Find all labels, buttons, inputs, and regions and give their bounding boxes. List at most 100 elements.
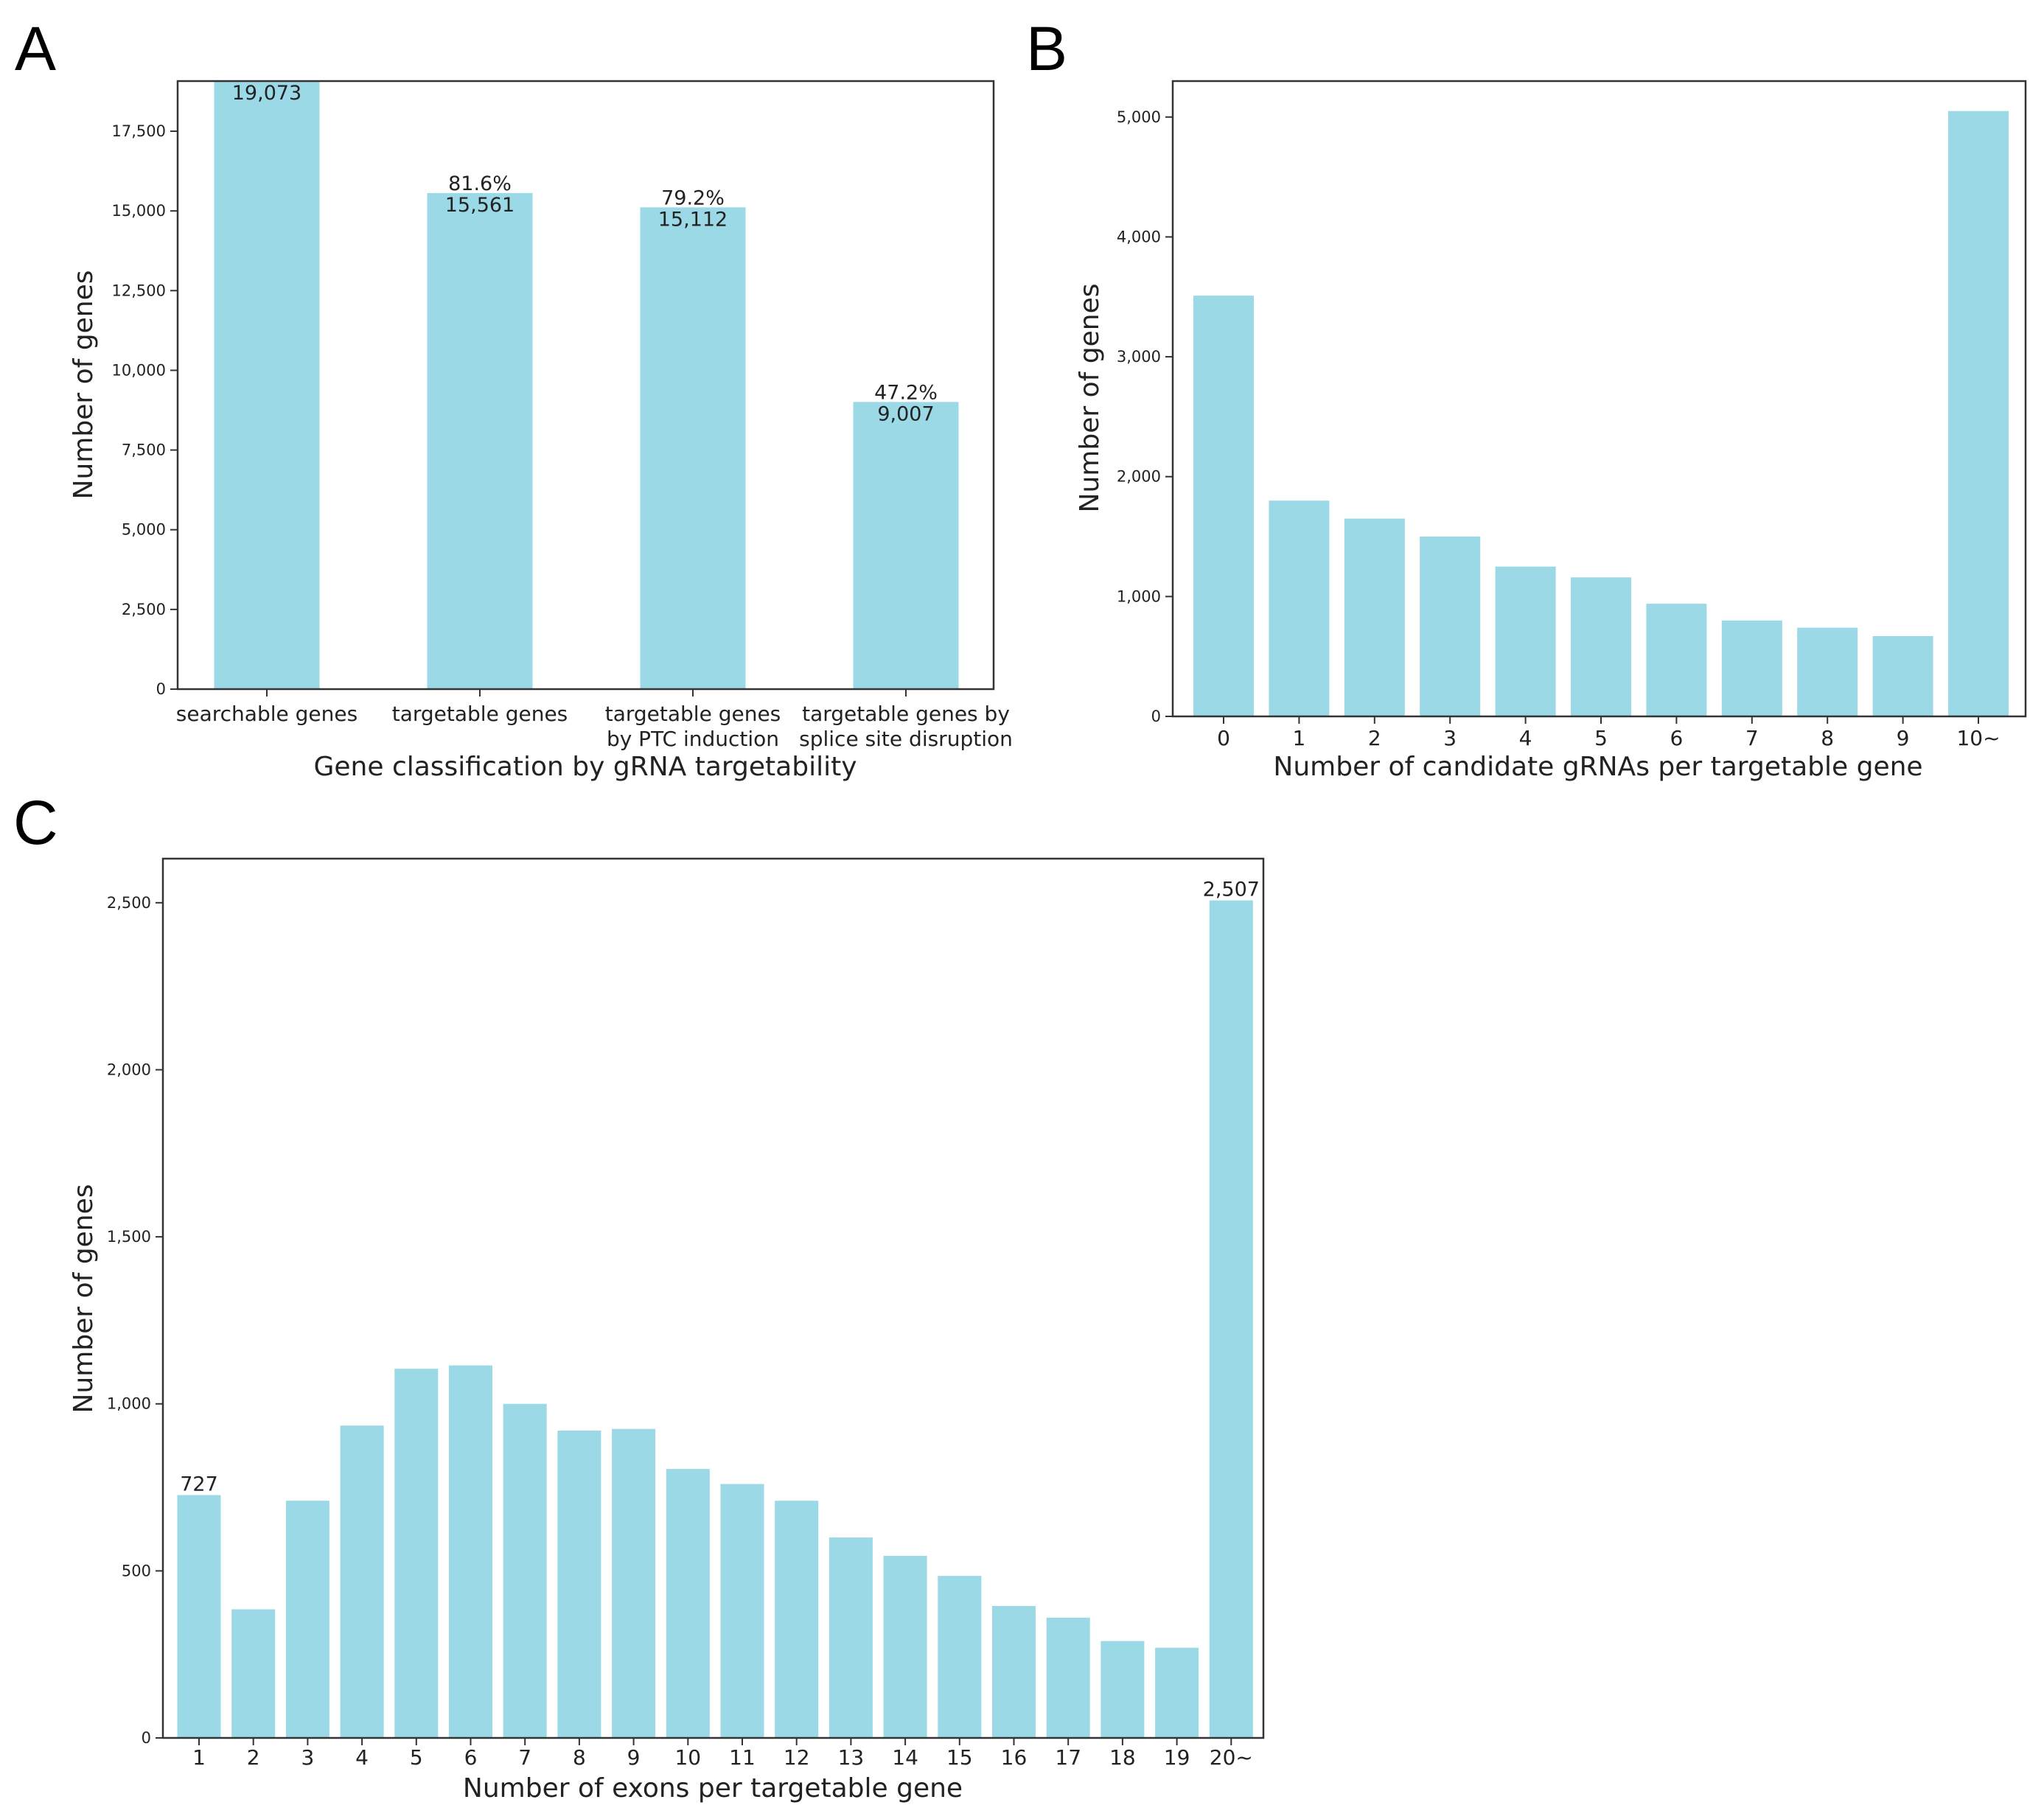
panel-c-bar [340, 1425, 384, 1738]
panel-a-plot-frame [176, 80, 995, 691]
panel-c-y-tick-label: 1,000 [107, 1395, 151, 1413]
panel-c-y-tick-label: 500 [122, 1562, 151, 1579]
panel-b-bar [1571, 577, 1631, 716]
panel-b-x-tick-label: 10~ [1956, 726, 2000, 750]
panel-a-value-label: 19,073 [232, 82, 301, 105]
panel-c-x-tick-label: 11 [729, 1745, 756, 1770]
panel-c-bar [503, 1403, 547, 1738]
panel-a-x-tick-label: targetable genes by PTC induction [605, 702, 781, 751]
panel-a-x-axis-label: Gene classification by gRNA targetabilit… [313, 752, 857, 782]
panel-c-value-label: 727 [180, 1473, 218, 1495]
panel-c-x-tick-label: 10 [674, 1745, 701, 1770]
panel-b-x-tick-label: 2 [1368, 726, 1381, 750]
panel-c-bar [666, 1469, 710, 1738]
panel-c-x-tick-label: 6 [464, 1745, 478, 1770]
panel-b-bar [1420, 537, 1481, 716]
panel-a-y-axis-label: Number of genes [69, 270, 99, 500]
panel-c-bars: 727 2,507 [177, 879, 1260, 1738]
panel-a-y-tick-label: 15,000 [112, 202, 166, 220]
panel-a-x-tick-label: targetable genes [392, 702, 568, 726]
panel-c-x-tick-label: 16 [1001, 1745, 1028, 1770]
panel-c-bar [1101, 1641, 1145, 1738]
panel-c-x-tick-label: 15 [946, 1745, 973, 1770]
panel-c-x-axis-label: Number of exons per targetable gene [463, 1773, 963, 1804]
panel-c-x-tick-label: 5 [410, 1745, 423, 1770]
panel-c-x-tick-label: 20~ [1210, 1745, 1253, 1770]
panel-c-x-axis: 1 2 3 4 5 6 7 8 9 10 11 12 13 14 15 16 17 18 19 20~ [192, 1738, 1253, 1770]
panel-a-y-tick-label: 2,500 [122, 601, 166, 618]
panel-c-y-tick-label: 2,000 [107, 1061, 151, 1078]
panel-b-bar [1495, 566, 1556, 716]
panel-b-y-tick-label: 0 [1151, 708, 1161, 725]
panel-a-bar [640, 207, 746, 689]
panel-c-x-tick-label: 1 [192, 1745, 206, 1770]
panel-c-x-tick-label: 9 [627, 1745, 641, 1770]
panel-b-bar [1193, 296, 1254, 716]
panel-c-bar [177, 1495, 221, 1738]
panel-c-bar [231, 1609, 276, 1738]
panel-a-y-tick-label: 5,000 [122, 521, 166, 539]
panel-c-bar [1155, 1647, 1199, 1738]
panel-b-y-tick-label: 3,000 [1117, 348, 1161, 366]
panel-b-bar [1646, 604, 1707, 716]
panel-c-bar [1209, 900, 1253, 1738]
panel-c-bar [829, 1537, 873, 1738]
panel-b-bars [1193, 111, 2009, 716]
panel-c-bar [557, 1430, 601, 1738]
panel-b-y-tick-label: 5,000 [1117, 108, 1161, 126]
panel-c-plot-frame [161, 857, 1265, 1739]
panel-b-plot-frame [1171, 80, 2027, 718]
panel-b-bar [1721, 620, 1782, 716]
panel-c-x-tick-label: 14 [892, 1745, 918, 1770]
panel-c-bar [938, 1576, 982, 1738]
panel-b-x-axis: 0 1 2 3 4 5 6 7 8 9 10~ [1217, 716, 2001, 750]
panel-b-letter: B [1026, 14, 1067, 83]
panel-b-x-axis-label: Number of candidate gRNAs per targetable… [1273, 752, 1922, 782]
panel-b-x-tick-label: 1 [1292, 726, 1305, 750]
panel-c-y-tick-label: 0 [142, 1729, 151, 1747]
panel-b-x-tick-label: 3 [1443, 726, 1457, 750]
panel-a-bar [427, 192, 533, 689]
panel-c-x-tick-label: 12 [784, 1745, 810, 1770]
panel-c-x-tick-label: 4 [355, 1745, 369, 1770]
panel-c-y-axis-label: Number of genes [69, 1184, 99, 1414]
panel-b-x-tick-label: 7 [1745, 726, 1759, 750]
panel-b-x-tick-label: 0 [1217, 726, 1230, 750]
panel-c-bar [285, 1501, 329, 1738]
panel-a-bar [853, 402, 959, 689]
panel-b-chart: B 0 1,000 2,000 3,000 4,000 5,000 0 1 2 3 4 5 6 7 8 9 1… [1026, 14, 2027, 782]
panel-a-y-tick-label: 10,000 [112, 361, 166, 379]
panel-a-value-label: 15,112 [658, 208, 728, 231]
panel-a-y-axis: 0 2,500 5,000 7,500 10,000 12,500 15,000 17,500 [112, 122, 178, 698]
panel-a-chart: A 0 2,500 5,000 7,500 10,000 12,500 15,000 17,5… [15, 14, 1013, 782]
panel-a-percent-label: 81.6% [448, 172, 512, 195]
panel-a-x-tick-label: searchable genes [176, 702, 357, 726]
panel-c-bar [612, 1428, 656, 1738]
panel-c-x-tick-label: 2 [247, 1745, 260, 1770]
panel-c-x-tick-label: 13 [838, 1745, 865, 1770]
panel-a-y-tick-label: 12,500 [112, 282, 166, 299]
panel-b-bar [1797, 627, 1858, 716]
panel-a-bar [214, 81, 320, 689]
panel-b-bar [1872, 636, 1933, 716]
panel-c-letter: C [13, 788, 58, 857]
panel-c-y-axis: 0 500 1,000 1,500 2,000 2,500 [107, 894, 163, 1747]
panel-c-bar [449, 1365, 492, 1738]
panel-b-x-tick-label: 8 [1821, 726, 1834, 750]
panel-b-y-axis: 0 1,000 2,000 3,000 4,000 5,000 [1117, 108, 1173, 725]
panel-a-x-tick-label: targetable genes by splice site disruptio… [799, 702, 1013, 751]
panel-b-x-tick-label: 9 [1897, 726, 1910, 750]
panel-a-percent-label: 79.2% [661, 186, 725, 209]
panel-c-bar [775, 1501, 819, 1738]
panel-b-x-tick-label: 4 [1519, 726, 1532, 750]
panel-b-x-tick-label: 6 [1670, 726, 1683, 750]
panel-c-value-label: 2,507 [1203, 879, 1260, 901]
panel-b-x-tick-label: 5 [1594, 726, 1608, 750]
panel-c-y-tick-label: 1,500 [107, 1228, 151, 1246]
panel-a-y-tick-label: 0 [156, 680, 166, 698]
panel-a-y-tick-label: 7,500 [122, 441, 166, 459]
panel-c-x-tick-label: 18 [1109, 1745, 1136, 1770]
panel-b-y-axis-label: Number of genes [1075, 284, 1105, 513]
